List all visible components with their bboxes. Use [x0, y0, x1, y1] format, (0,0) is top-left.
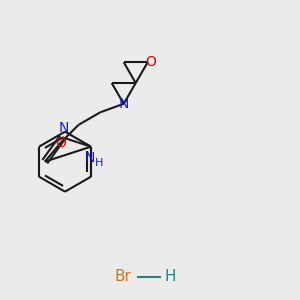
Text: N: N — [118, 97, 129, 111]
Text: O: O — [146, 55, 157, 69]
Text: Br: Br — [115, 269, 132, 284]
Text: O: O — [56, 136, 66, 149]
Text: H: H — [164, 269, 176, 284]
Text: H: H — [95, 158, 103, 168]
Text: N: N — [85, 151, 95, 165]
Text: N: N — [59, 121, 69, 135]
